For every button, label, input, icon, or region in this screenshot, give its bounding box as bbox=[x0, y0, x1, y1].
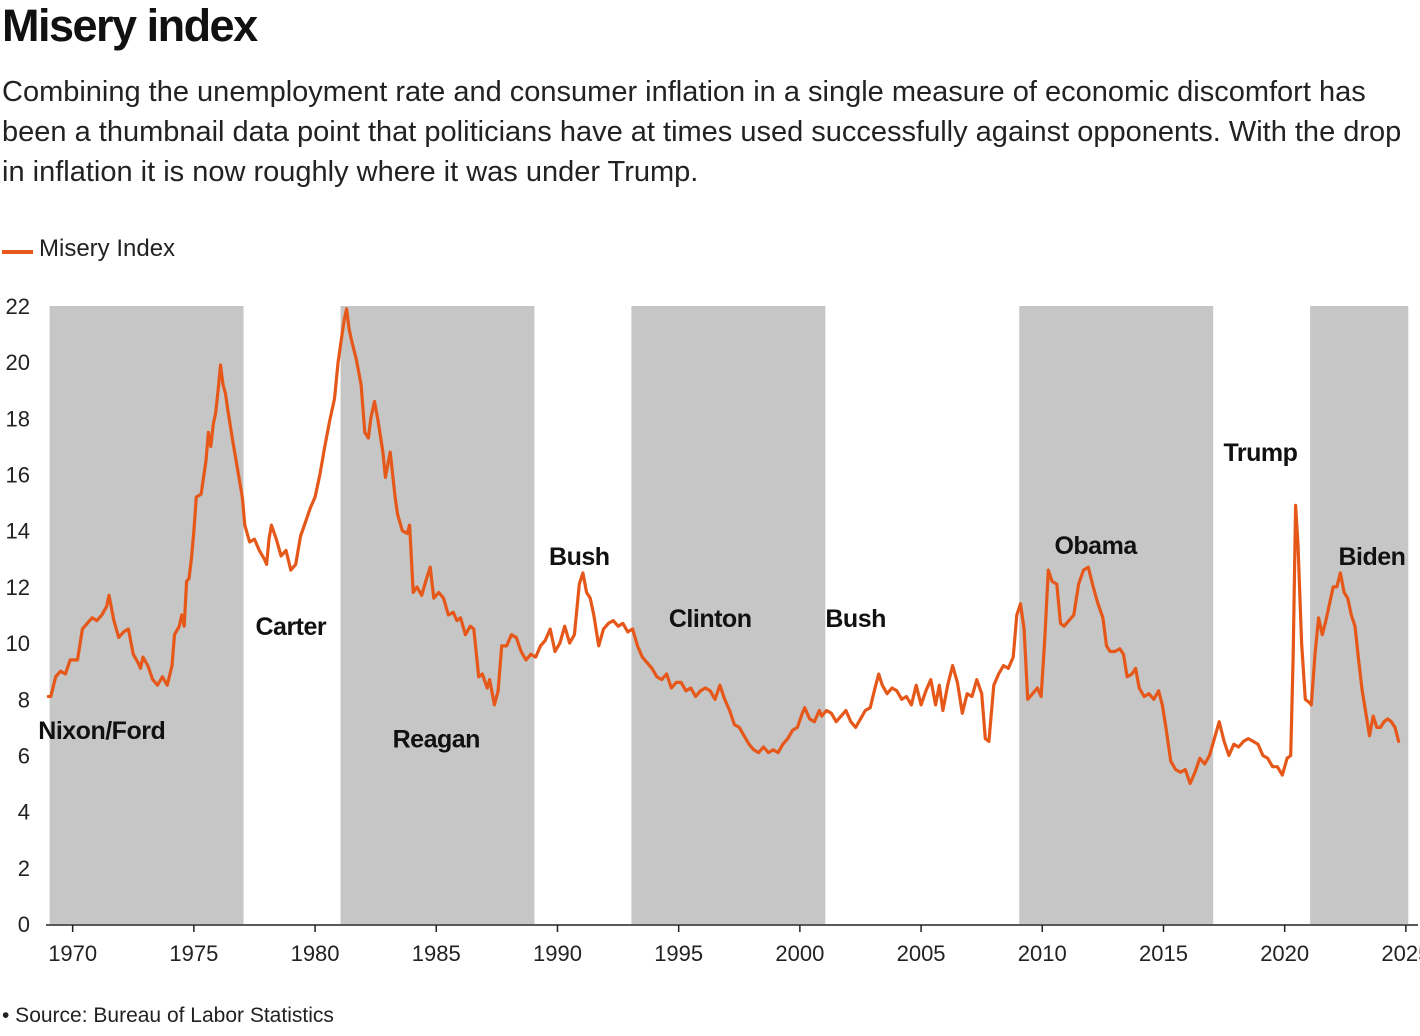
x-tick-label: 1980 bbox=[291, 941, 340, 966]
y-tick-label: 4 bbox=[18, 800, 30, 825]
x-tick-label: 1990 bbox=[533, 941, 582, 966]
x-tick-label: 1995 bbox=[654, 941, 703, 966]
administration-band bbox=[1310, 306, 1409, 924]
administration-label: Bush bbox=[549, 543, 610, 571]
source-note: • Source: Bureau of Labor Statistics bbox=[2, 1004, 334, 1027]
legend-label: Misery Index bbox=[39, 235, 176, 262]
x-tick-label: 2025 bbox=[1381, 941, 1420, 966]
y-tick-label: 10 bbox=[6, 631, 30, 656]
x-tick-label: 1970 bbox=[48, 941, 97, 966]
y-tick-label: 8 bbox=[18, 687, 30, 712]
y-tick-label: 22 bbox=[6, 294, 30, 319]
y-tick-label: 2 bbox=[18, 856, 30, 881]
chart-title: Misery index bbox=[2, 0, 258, 51]
y-tick-label: 16 bbox=[6, 463, 30, 488]
administration-label: Bush bbox=[825, 605, 886, 633]
administration-band bbox=[1019, 306, 1214, 924]
y-tick-label: 0 bbox=[18, 912, 30, 937]
administration-label: Reagan bbox=[393, 726, 480, 754]
administration-label: Carter bbox=[255, 613, 326, 641]
x-tick-label: 2020 bbox=[1260, 941, 1309, 966]
x-tick-label: 2005 bbox=[897, 941, 946, 966]
misery-index-line bbox=[46, 307, 1401, 786]
x-tick-label: 1985 bbox=[412, 941, 461, 966]
chart-subtitle: Combining the unemployment rate and cons… bbox=[2, 76, 1402, 188]
administration-label: Clinton bbox=[669, 605, 752, 633]
y-tick-label: 14 bbox=[6, 519, 30, 544]
y-tick-label: 12 bbox=[6, 575, 30, 600]
legend-swatch bbox=[2, 250, 33, 254]
administration-label: Trump bbox=[1223, 439, 1297, 467]
administration-band bbox=[340, 306, 535, 924]
y-tick-label: 20 bbox=[6, 350, 30, 375]
x-tick-label: 2000 bbox=[775, 941, 824, 966]
x-tick-label: 1975 bbox=[169, 941, 218, 966]
misery-index-chart: 0 2 4 6 8 10 12 14 16 18 20 22 1970 1975 1980 1985 1990 1… bbox=[6, 294, 1420, 966]
administration-band bbox=[49, 306, 244, 924]
administration-label: Obama bbox=[1054, 532, 1138, 560]
x-tick-label: 2015 bbox=[1139, 941, 1188, 966]
legend: Misery Index bbox=[2, 232, 175, 266]
administration-band bbox=[631, 306, 826, 924]
administration-label: Biden bbox=[1338, 543, 1405, 571]
administration-label: Nixon/Ford bbox=[38, 717, 165, 745]
y-tick-label: 18 bbox=[6, 406, 30, 431]
x-tick-label: 2010 bbox=[1018, 941, 1067, 966]
y-tick-label: 6 bbox=[18, 743, 30, 768]
